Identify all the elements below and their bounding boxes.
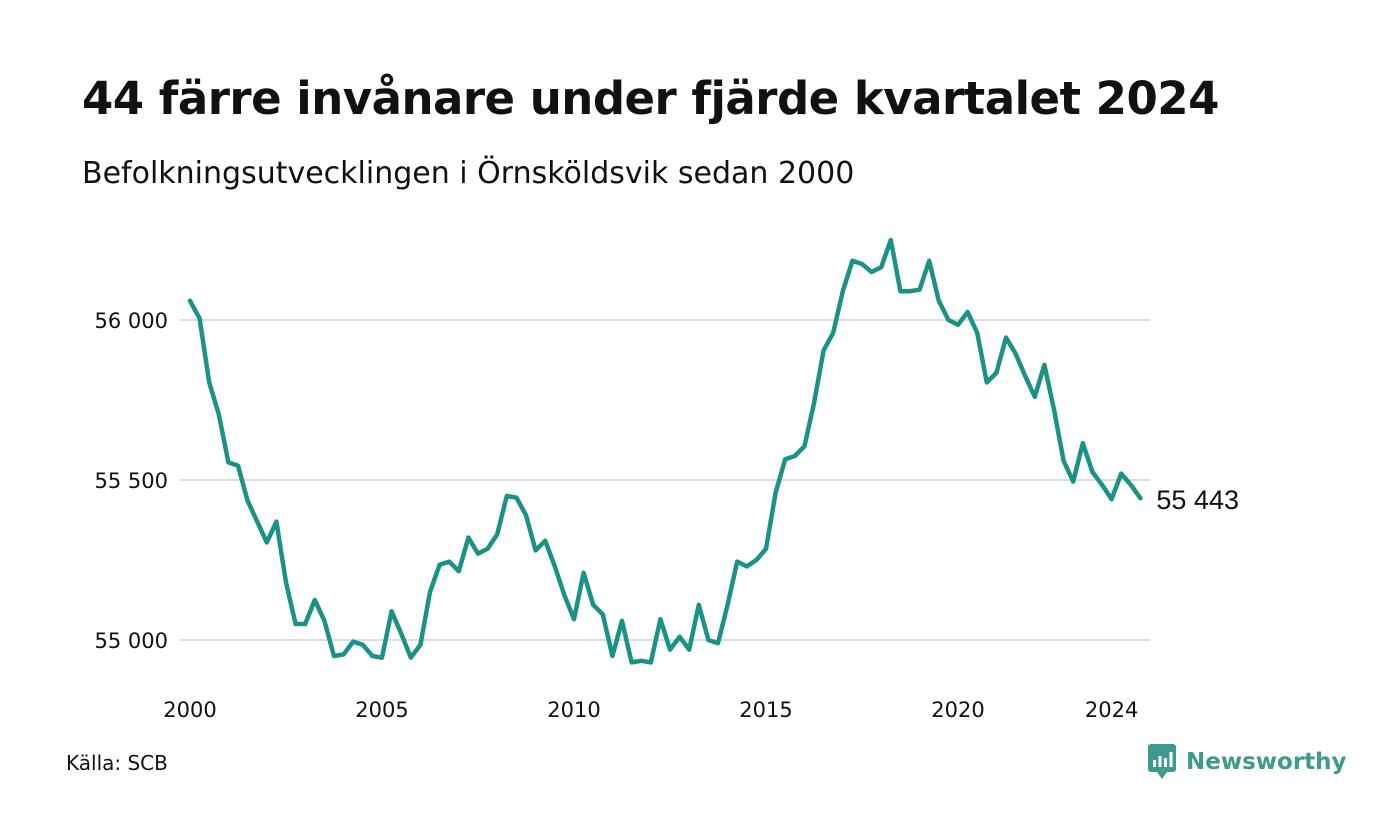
x-tick-label: 2015: [739, 698, 792, 722]
chart-title: 44 färre invånare under fjärde kvartalet…: [82, 72, 1219, 125]
chart-bubble-icon: [1148, 744, 1176, 779]
brand-name: Newsworthy: [1186, 749, 1347, 775]
y-tick-label: 55 500: [95, 469, 168, 493]
gridlines: [180, 319, 1150, 641]
x-tick-label: 2020: [931, 698, 984, 722]
series-line: [187, 237, 1143, 665]
last-value-label: 55 443: [1156, 485, 1239, 515]
brand-logo: Newsworthy: [1148, 744, 1347, 780]
x-tick-label: 2000: [163, 698, 216, 722]
y-axis-ticks: 55 000 55 500 56 000: [95, 309, 168, 653]
x-axis-ticks: 2000 2005 2010 2015 2020 2024: [163, 698, 1138, 722]
y-tick-label: 55 000: [95, 629, 168, 653]
x-tick-label: 2010: [547, 698, 600, 722]
x-tick-label: 2005: [355, 698, 408, 722]
source-note: Källa: SCB: [66, 751, 168, 775]
y-tick-label: 56 000: [95, 309, 168, 333]
chart-subtitle: Befolkningsutvecklingen i Örnsköldsvik s…: [82, 156, 855, 191]
x-tick-label: 2024: [1085, 698, 1138, 722]
